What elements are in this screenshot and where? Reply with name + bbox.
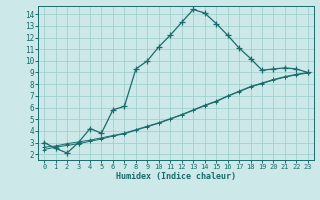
X-axis label: Humidex (Indice chaleur): Humidex (Indice chaleur): [116, 172, 236, 181]
